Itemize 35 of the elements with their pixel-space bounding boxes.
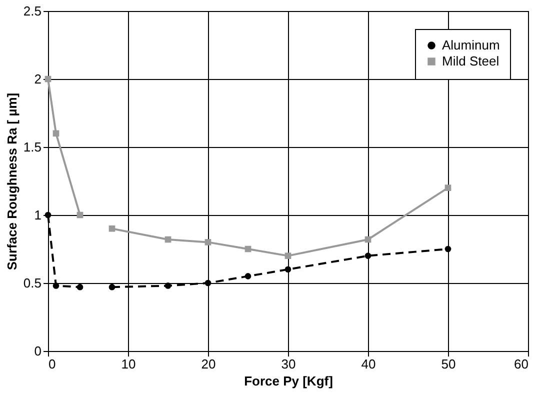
point bbox=[364, 252, 372, 259]
y-tick-label: 1.5 bbox=[23, 140, 42, 154]
point bbox=[284, 266, 292, 273]
y-tick-label: 2 bbox=[34, 72, 42, 86]
y-tick-label: 2.5 bbox=[23, 4, 42, 18]
point bbox=[76, 284, 84, 290]
point bbox=[164, 236, 172, 243]
x-tick-label: 10 bbox=[121, 356, 136, 372]
point bbox=[108, 284, 116, 290]
point bbox=[76, 212, 84, 218]
point bbox=[364, 236, 372, 243]
x-axis-title: Force Py [Kgf] bbox=[244, 374, 333, 388]
y-axis-title: Surface Roughness Ra [ µm] bbox=[4, 92, 20, 270]
x-tick-label: 30 bbox=[281, 356, 296, 372]
y-tick-label: 0 bbox=[34, 344, 42, 358]
y-tick-label: 1 bbox=[34, 208, 42, 222]
point bbox=[204, 239, 212, 246]
point bbox=[52, 130, 60, 137]
point bbox=[244, 273, 252, 280]
point bbox=[164, 282, 172, 289]
y-tick-label: 0.5 bbox=[23, 276, 42, 290]
point bbox=[444, 246, 452, 252]
x-tick-label: 50 bbox=[441, 356, 456, 372]
x-tick-label: 0 bbox=[48, 356, 56, 372]
point bbox=[204, 280, 212, 286]
point bbox=[108, 225, 116, 232]
legend-label: Mild Steel bbox=[442, 54, 500, 68]
point bbox=[284, 252, 292, 259]
x-tick-label: 60 bbox=[514, 356, 528, 372]
point bbox=[244, 246, 252, 252]
legend-label: Aluminum bbox=[442, 38, 500, 52]
x-tick-label: 40 bbox=[361, 356, 376, 372]
x-tick-label: 20 bbox=[201, 356, 216, 372]
point bbox=[444, 184, 452, 191]
point bbox=[52, 282, 60, 289]
